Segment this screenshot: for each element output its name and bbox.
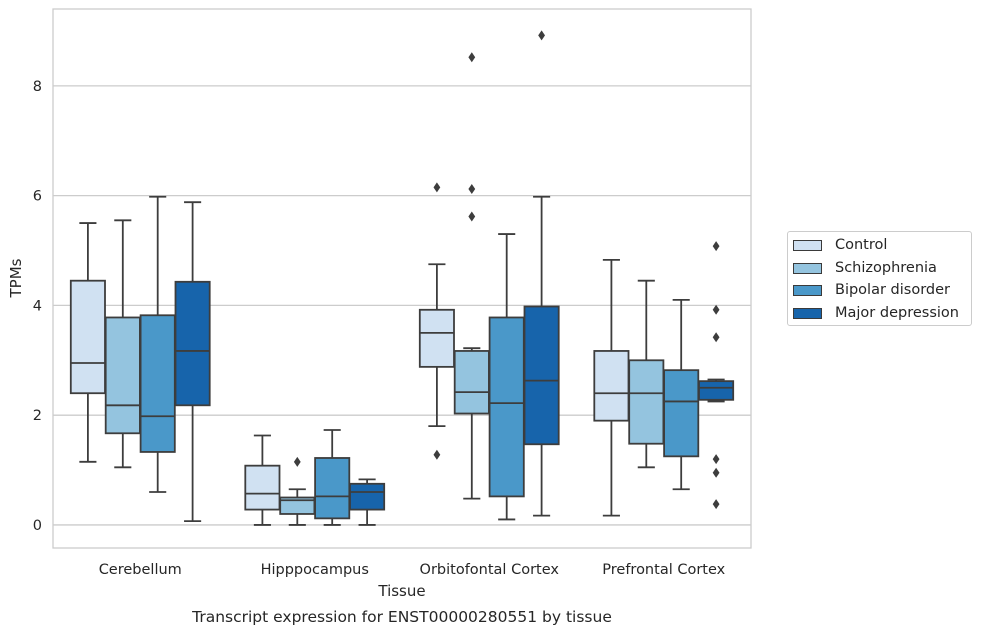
x-tick-label: Cerebellum [99, 562, 182, 578]
box-3-2 [523, 30, 560, 517]
legend-swatch-major-depression [793, 307, 822, 319]
y-axis-label: TPMs [7, 258, 25, 298]
outlier-point [712, 454, 720, 465]
legend-label-control: Control [835, 237, 888, 253]
outlier-point [712, 241, 720, 252]
iqr-box [698, 380, 735, 401]
iqr-box [244, 464, 281, 511]
outlier-point [468, 211, 476, 222]
legend-item-bipolar-disorder: Bipolar disorder [793, 280, 950, 300]
box-1-3 [628, 279, 665, 469]
outlier-point [712, 304, 720, 315]
y-tick-label: 4 [33, 298, 42, 314]
outlier-point [468, 52, 476, 63]
x-tick-labels: Cerebellum Hipppocampus Orbitofontal Corte… [99, 562, 726, 578]
box-0-0 [69, 222, 106, 463]
y-tick-labels: 0 2 4 6 8 [33, 79, 42, 534]
legend-swatch-control [793, 239, 822, 251]
x-tick-label: Orbitofontal Cortex [420, 562, 560, 578]
x-axis-label: Tissue [377, 582, 425, 600]
iqr-box [104, 316, 141, 435]
box-0-3 [593, 258, 630, 517]
legend-swatch-schizophrenia [793, 262, 822, 274]
legend-item-control: Control [793, 235, 887, 255]
outlier-point [293, 456, 301, 467]
outlier-point [433, 449, 441, 460]
iqr-box [488, 316, 525, 498]
box-groups [69, 30, 735, 526]
y-tick-label: 6 [33, 189, 42, 205]
x-tick-label: Prefrontal Cortex [602, 562, 725, 578]
box-1-0 [104, 219, 141, 469]
iqr-box [453, 350, 490, 415]
box-2-3 [663, 299, 700, 491]
iqr-box [349, 482, 386, 511]
plot-area [52, 8, 752, 549]
x-tick-label: Hipppocampus [261, 562, 369, 578]
box-1-2 [453, 52, 490, 500]
iqr-box [523, 305, 560, 446]
iqr-box [174, 280, 211, 407]
outlier-point [433, 182, 441, 193]
y-tick-label: 2 [33, 408, 42, 424]
y-tick-label: 0 [33, 518, 42, 534]
y-tick-label: 8 [33, 79, 42, 95]
iqr-box [663, 369, 700, 458]
box-3-1 [349, 478, 386, 526]
box-1-1 [279, 456, 316, 526]
box-2-0 [139, 195, 176, 493]
legend-item-major-depression: Major depression [793, 303, 959, 323]
box-3-3 [698, 241, 735, 510]
box-2-1 [314, 429, 351, 526]
outlier-point [538, 30, 545, 41]
legend-item-schizophrenia: Schizophrenia [793, 258, 937, 278]
legend-label-bipolar-disorder: Bipolar disorder [835, 282, 950, 298]
outlier-point [712, 499, 720, 510]
box-2-2 [488, 233, 525, 521]
iqr-box [314, 457, 351, 520]
iqr-box [593, 350, 630, 422]
outlier-point [712, 467, 720, 478]
iqr-box [69, 279, 106, 395]
legend-label-major-depression: Major depression [835, 305, 959, 321]
legend-label-schizophrenia: Schizophrenia [835, 260, 937, 276]
chart-caption: Transcript expression for ENST0000028055… [191, 608, 612, 626]
iqr-box [418, 308, 455, 368]
box-3-0 [174, 201, 211, 523]
outlier-point [712, 332, 720, 343]
box-0-1 [244, 434, 281, 526]
legend: Control Schizophrenia Bipolar disorder M… [787, 231, 972, 326]
box-0-2 [418, 182, 455, 460]
iqr-box [139, 314, 176, 453]
legend-swatch-bipolar-disorder [793, 284, 822, 296]
iqr-box [628, 359, 665, 445]
outlier-point [468, 184, 476, 195]
